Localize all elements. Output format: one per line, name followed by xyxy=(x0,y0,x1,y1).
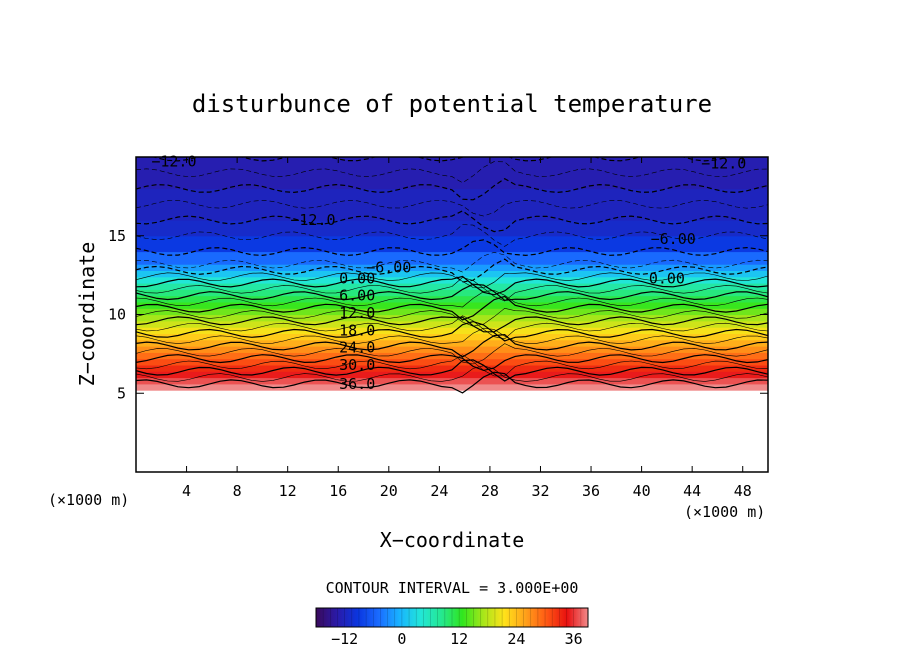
x-tick-label: 48 xyxy=(734,482,752,500)
contour-line xyxy=(136,316,768,333)
contour-line xyxy=(151,157,731,162)
y-axis: 5 10 15 xyxy=(108,227,768,402)
contour-label: −12.0 xyxy=(151,153,196,171)
field-band xyxy=(136,289,768,297)
contour-line xyxy=(136,224,768,247)
contour-line xyxy=(136,320,768,342)
x-tick-label: 12 xyxy=(279,482,297,500)
colorbar-tick-label: 12 xyxy=(450,630,468,648)
field-band xyxy=(136,371,768,379)
contour-label: −6.00 xyxy=(366,258,411,276)
contour-line xyxy=(136,210,768,233)
colorbar-gradient xyxy=(315,607,589,628)
field-band xyxy=(136,327,768,334)
contour-line xyxy=(136,343,768,365)
contour-line xyxy=(136,354,768,372)
x-unit-right: (×1000 m) xyxy=(684,503,765,521)
colorbar-tick-label: 0 xyxy=(397,630,406,648)
field-band xyxy=(136,220,768,237)
field-band xyxy=(136,358,768,366)
contour-label: −6.00 xyxy=(651,230,696,248)
contour-line xyxy=(136,283,768,301)
field-band xyxy=(136,188,768,205)
y-tick-label: 5 xyxy=(117,384,126,402)
contour-line xyxy=(136,327,768,344)
colorbar: −12 0 12 24 36 xyxy=(315,607,589,648)
field-band xyxy=(136,333,768,341)
contour-line xyxy=(136,295,768,321)
contour-label: 6.00 xyxy=(339,287,375,305)
contour-lines xyxy=(136,157,768,394)
x-tick-label: 16 xyxy=(329,482,347,500)
field-band xyxy=(136,276,768,284)
plot-area: −12.0−12.0−12.0−6.00−6.000.00 0.006.0012.… xyxy=(135,153,769,473)
y-tick-label: 15 xyxy=(108,227,126,245)
contour-label: 18.0 xyxy=(339,321,375,339)
field-band xyxy=(136,172,768,190)
contour-labels: −12.0−12.0−12.0−6.00−6.000.00 0.006.0012.… xyxy=(151,153,746,393)
colorbar-ticks: −12 0 12 24 36 xyxy=(331,630,583,648)
x-axis: 4 8 12 16 20 24 28 32 36 40 44 48 xyxy=(182,157,752,500)
x-tick-label: 40 xyxy=(633,482,651,500)
colorbar-tick-label: 36 xyxy=(565,630,583,648)
x-tick-label: 4 xyxy=(182,482,191,500)
contour-label: 0.00 xyxy=(649,269,685,287)
x-unit-left: (×1000 m) xyxy=(48,491,129,509)
colorbar-tick-label: −12 xyxy=(331,630,358,648)
contour-line xyxy=(136,258,768,283)
contour-label: 12.0 xyxy=(339,304,375,322)
contour-line xyxy=(136,307,768,327)
contour-line xyxy=(136,290,768,308)
x-tick-label: 20 xyxy=(380,482,398,500)
field-band xyxy=(136,204,768,221)
contour-label: 30.0 xyxy=(339,356,375,374)
contour-label: 24.0 xyxy=(339,339,375,357)
contour-line xyxy=(136,161,768,184)
x-tick-label: 8 xyxy=(233,482,242,500)
chart-title: disturbunce of potential temperature xyxy=(192,90,712,118)
contour-line xyxy=(136,371,768,394)
contour-line xyxy=(136,315,768,340)
contour-line xyxy=(136,239,768,257)
contour-line xyxy=(136,365,768,382)
contour-line xyxy=(136,272,768,289)
x-tick-label: 24 xyxy=(430,482,448,500)
field-band xyxy=(136,264,768,271)
x-tick-label: 28 xyxy=(481,482,499,500)
field-band xyxy=(136,364,768,372)
field-band xyxy=(136,157,768,174)
colorbar-tick-label: 24 xyxy=(507,630,525,648)
field-band xyxy=(136,295,768,303)
contour-line xyxy=(136,359,768,382)
contour-label: 36.0 xyxy=(339,375,375,393)
contour-label: 0.00 xyxy=(339,269,375,287)
contour-line xyxy=(136,177,768,201)
y-axis-label: Z−coordinate xyxy=(75,242,99,387)
field-band xyxy=(136,377,768,385)
field-band xyxy=(136,320,768,328)
x-tick-label: 44 xyxy=(683,482,701,500)
contour-line xyxy=(136,251,768,273)
x-tick-label: 36 xyxy=(582,482,600,500)
contour-line xyxy=(136,275,768,296)
field-band xyxy=(136,270,768,278)
colorbar-divisions xyxy=(315,608,589,627)
contour-label: −12.0 xyxy=(701,154,746,172)
y-tick-label: 10 xyxy=(108,306,126,324)
x-axis-label: X−coordinate xyxy=(380,528,525,552)
contour-line xyxy=(136,277,768,302)
contour-interval-text: CONTOUR INTERVAL = 3.000E+00 xyxy=(326,579,579,597)
contour-line xyxy=(136,199,768,217)
contour-line xyxy=(136,354,768,377)
field-band xyxy=(136,339,768,347)
contour-label: −12.0 xyxy=(290,211,335,229)
contour-line xyxy=(136,333,768,358)
x-tick-label: 32 xyxy=(531,482,549,500)
